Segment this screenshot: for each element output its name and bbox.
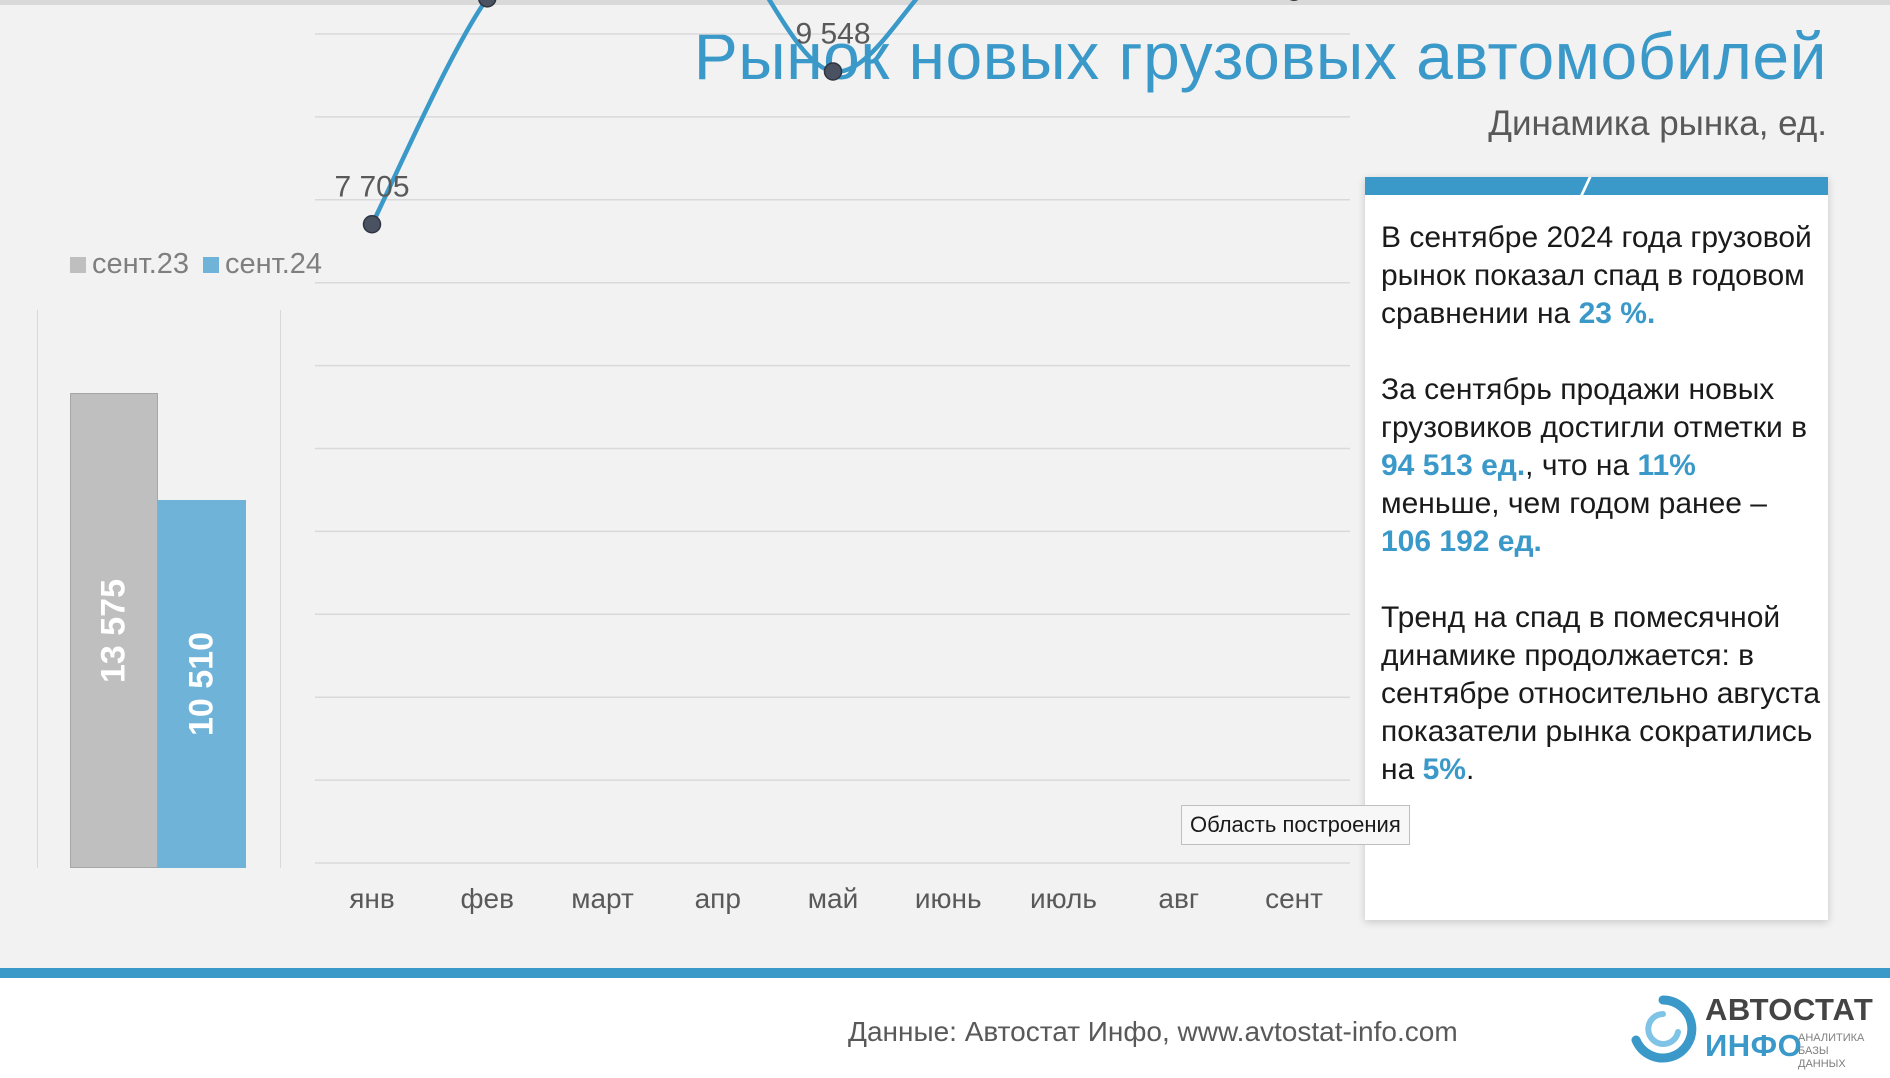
logo-tagline-line-1: АНАЛИТИКА (1798, 1032, 1865, 1044)
info-p1-highlight: 23 %. (1578, 297, 1656, 330)
bar-chart-right-divider (280, 310, 281, 868)
x-tick-label: янв (349, 883, 395, 914)
legend-label-sep23: сент.23 (92, 248, 190, 280)
info-paragraph-1: В сентябре 2024 года грузовой рынок пока… (1381, 219, 1821, 333)
x-tick-label: авг (1158, 883, 1199, 914)
info-box: В сентябре 2024 года грузовой рынок пока… (1365, 177, 1828, 920)
info-p3-text: Тренд на спад в помесячной динамике прод… (1381, 601, 1821, 786)
info-p3-end: . (1465, 753, 1475, 786)
source-note: Данные: Автостат Инфо, www.avtostat-info… (848, 1016, 1458, 1047)
x-tick-label: июнь (915, 883, 982, 914)
x-tick-label: сент (1265, 883, 1323, 914)
legend-item-sep23: сент.23 (70, 248, 189, 281)
data-point[interactable] (362, 215, 382, 234)
bar-sep24[interactable]: 10 510 (158, 500, 246, 868)
info-p3-highlight: 5% (1422, 753, 1466, 786)
info-p2-text-1: За сентябрь продажи новых грузовиков дос… (1381, 373, 1808, 444)
info-box-header-stripe (1365, 177, 1828, 195)
logo-tagline-line-2: БАЗЫ ДАННЫХ (1798, 1045, 1846, 1070)
legend-swatch-sep24 (203, 256, 220, 273)
footer (0, 978, 1890, 1078)
x-tick-label: фев (461, 883, 514, 914)
info-paragraph-2: За сентябрь продажи новых грузовиков дос… (1381, 371, 1821, 561)
info-p2-highlight-2: 11% (1637, 449, 1696, 482)
info-p1-text: В сентябре 2024 года грузовой рынок пока… (1381, 221, 1812, 330)
info-p2-text-3: меньше, чем годом ранее – (1381, 487, 1767, 520)
bar-chart-left-divider (37, 310, 38, 868)
legend-item-sep24: сент.24 (203, 248, 322, 281)
bar-sep23[interactable]: 13 575 (70, 393, 158, 868)
plot-area-tooltip: Область построения (1181, 805, 1410, 845)
page-title: Рынок новых грузовых автомобилей (693, 19, 1827, 93)
data-point[interactable] (478, 0, 497, 8)
x-tick-label: апр (695, 883, 741, 914)
data-label: 9 548 (795, 17, 870, 50)
series-line-2024[interactable] (369, 0, 1294, 226)
info-p2-highlight-1: 94 513 ед. (1381, 449, 1526, 482)
logo-word-avtostat: АВТОСТАТ (1705, 992, 1874, 1027)
info-p2-highlight-3: 106 192 ед. (1381, 525, 1542, 558)
top-rule (0, 0, 1890, 5)
logo-tagline: АНАЛИТИКА БАЗЫ ДАННЫХ (1798, 1032, 1878, 1071)
data-label: 7 705 (334, 170, 409, 203)
data-point[interactable] (823, 62, 843, 81)
legend-label-sep24: сент.24 (225, 248, 323, 280)
footer-accent-band (0, 968, 1890, 978)
x-tick-label: май (808, 883, 858, 914)
logo-word-info: ИНФО (1705, 1028, 1803, 1063)
info-paragraph-3: Тренд на спад в помесячной динамике прод… (1381, 599, 1821, 789)
logo-swirl-icon (1631, 995, 1697, 1063)
page-subtitle: Динамика рынка, ед. (1488, 104, 1827, 143)
x-tick-label: июль (1030, 883, 1097, 914)
info-p2-text-2: , что на (1525, 449, 1638, 482)
chart-legend: сент.23 сент.24 (70, 248, 322, 281)
x-tick-label: март (571, 883, 634, 914)
info-text: В сентябре 2024 года грузовой рынок пока… (1381, 219, 1821, 827)
avtostat-logo: АВТОСТАТ ИНФО АНАЛИТИКА БАЗЫ ДАННЫХ (1628, 992, 1878, 1072)
legend-swatch-sep23 (70, 256, 86, 273)
